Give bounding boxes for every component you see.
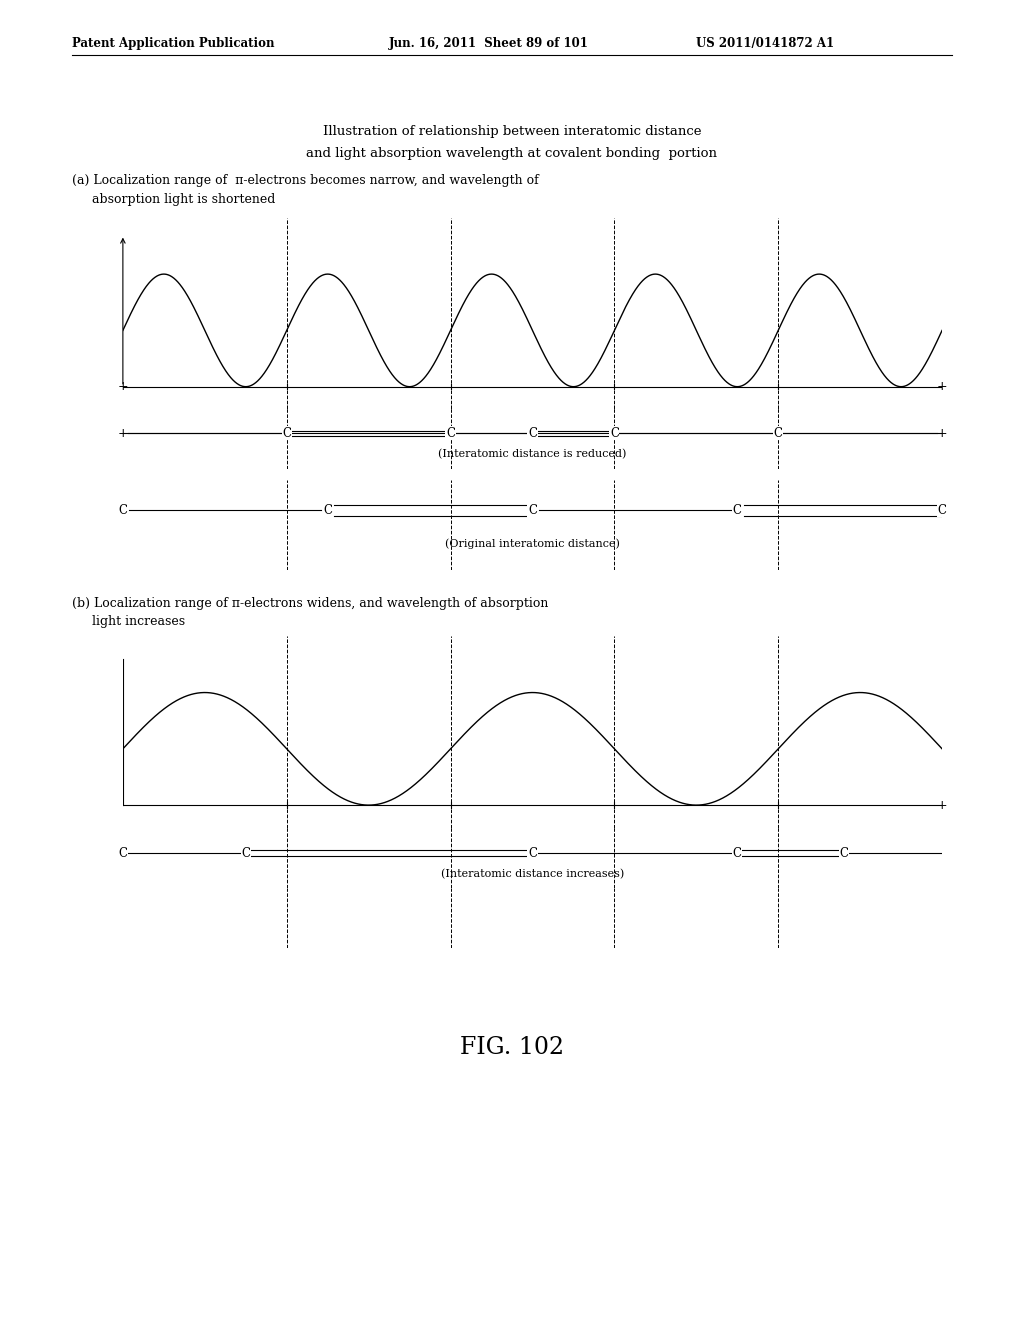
Text: C: C (119, 846, 127, 859)
Text: (Original interatomic distance): (Original interatomic distance) (445, 539, 620, 549)
Text: +: + (118, 426, 128, 440)
Text: +: + (118, 380, 128, 393)
Text: C: C (610, 426, 618, 440)
Text: FIG. 102: FIG. 102 (460, 1036, 564, 1059)
Text: C: C (283, 426, 291, 440)
Text: C: C (840, 846, 848, 859)
Text: C: C (528, 504, 537, 517)
Text: C: C (446, 426, 455, 440)
Text: US 2011/0141872 A1: US 2011/0141872 A1 (696, 37, 835, 50)
Text: C: C (528, 846, 537, 859)
Text: C: C (774, 426, 782, 440)
Text: +: + (937, 799, 947, 812)
Text: +: + (937, 380, 947, 393)
Text: C: C (528, 426, 537, 440)
Text: C: C (324, 504, 332, 517)
Text: C: C (733, 846, 741, 859)
Text: (Interatomic distance increases): (Interatomic distance increases) (441, 869, 624, 879)
Text: C: C (119, 504, 127, 517)
Text: C: C (733, 504, 741, 517)
Text: C: C (938, 504, 946, 517)
Text: light increases: light increases (72, 615, 184, 628)
Text: absorption light is shortened: absorption light is shortened (72, 193, 275, 206)
Text: (a) Localization range of  π-electrons becomes narrow, and wavelength of: (a) Localization range of π-electrons be… (72, 174, 539, 187)
Text: and light absorption wavelength at covalent bonding  portion: and light absorption wavelength at coval… (306, 147, 718, 160)
Text: Jun. 16, 2011  Sheet 89 of 101: Jun. 16, 2011 Sheet 89 of 101 (389, 37, 589, 50)
Text: C: C (242, 846, 250, 859)
Text: Illustration of relationship between interatomic distance: Illustration of relationship between int… (323, 125, 701, 139)
Text: +: + (937, 426, 947, 440)
Text: (Interatomic distance is reduced): (Interatomic distance is reduced) (438, 449, 627, 459)
Text: Patent Application Publication: Patent Application Publication (72, 37, 274, 50)
Text: (b) Localization range of π-electrons widens, and wavelength of absorption: (b) Localization range of π-electrons wi… (72, 597, 548, 610)
